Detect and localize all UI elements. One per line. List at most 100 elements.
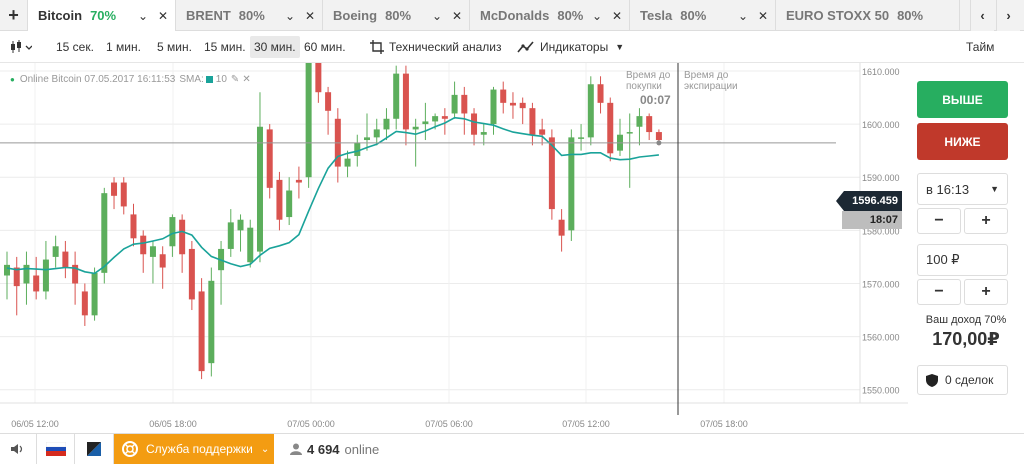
amount-plus-button[interactable]: + — [964, 279, 1008, 305]
indicators-button[interactable]: Индикаторы ▼ — [517, 31, 624, 63]
candle-body — [13, 267, 20, 287]
close-icon[interactable]: ✕ — [242, 74, 251, 85]
add-tab-button[interactable]: + — [0, 0, 28, 31]
candle-body — [33, 275, 40, 292]
chart-mode-label: Тайм — [966, 40, 995, 54]
chart-type-button[interactable] — [10, 31, 32, 63]
timeframe-option[interactable]: 5 мин. — [157, 40, 192, 54]
shield-icon — [926, 373, 938, 387]
tab-percent: 70% — [90, 8, 117, 23]
chevron-down-icon[interactable]: ⌄ — [738, 9, 749, 23]
technical-analysis-button[interactable]: Технический анализ — [370, 31, 502, 63]
candle-body — [52, 246, 59, 257]
tab-percent: 80% — [897, 8, 924, 23]
x-tick-label: 06/05 18:00 — [149, 419, 197, 429]
candle-body — [325, 92, 332, 111]
y-tick-label: 1600.000 — [862, 120, 900, 130]
tab-boeing[interactable]: Boeing 80% ⌄ ✕ — [323, 0, 470, 31]
language-button[interactable] — [37, 434, 75, 464]
timeframe-option[interactable]: 60 мин. — [304, 40, 346, 54]
deals-button[interactable]: 0 сделок — [917, 365, 1008, 395]
candle-body — [198, 291, 205, 372]
candle-body — [636, 116, 643, 127]
chevron-down-icon[interactable]: ⌄ — [138, 9, 149, 23]
close-icon[interactable]: ✕ — [158, 9, 169, 23]
candle-body — [607, 102, 614, 154]
chart-mode-button[interactable]: Тайм — [966, 31, 994, 63]
tabs-next-button[interactable]: › — [996, 0, 1020, 31]
candle-body — [626, 132, 633, 134]
y-tick-label: 1610.000 — [862, 67, 900, 77]
y-tick-label: 1560.000 — [862, 333, 900, 343]
amount-input[interactable]: 100 ₽ — [917, 244, 1008, 276]
tab-name: Boeing — [333, 8, 378, 23]
timeframe-option[interactable]: 15 сек. — [56, 40, 94, 54]
chart-canvas[interactable]: 1610.000 1600.000 1590.000 1580.000 1570.000… — [0, 33, 908, 433]
x-tick-label: 06/05 12:00 — [11, 419, 59, 429]
timeframe-option[interactable]: 1 мин. — [106, 40, 141, 54]
chevron-down-icon[interactable]: ⌄ — [592, 9, 603, 23]
candle-body — [529, 108, 536, 135]
sma-color-swatch — [205, 76, 213, 83]
indicators-icon — [517, 41, 534, 53]
speaker-icon — [11, 444, 23, 454]
tab-name: BRENT — [186, 8, 231, 23]
purchase-timer-value: 00:07 — [640, 93, 671, 107]
candle-body — [169, 217, 176, 247]
y-tick-label: 1570.000 — [862, 279, 900, 289]
candle-body — [62, 251, 69, 268]
candle-body — [402, 73, 409, 130]
tab-name: EURO STOXX 50 — [786, 8, 890, 23]
sound-button[interactable] — [0, 434, 37, 464]
call-up-button[interactable]: ВЫШЕ — [917, 81, 1008, 118]
support-button[interactable]: Служба поддержки ⌄ — [114, 434, 274, 464]
candle-body — [23, 264, 30, 284]
close-icon[interactable]: ✕ — [452, 9, 463, 23]
candle-body — [422, 121, 429, 125]
tab-tesla[interactable]: Tesla 80% ⌄ ✕ — [630, 0, 776, 31]
sma-line — [6, 116, 659, 275]
tab-bitcoin[interactable]: Bitcoin 70% ⌄ ✕ — [28, 0, 176, 31]
chevron-down-icon[interactable]: ⌄ — [285, 9, 296, 23]
amount-minus-button[interactable]: − — [917, 279, 961, 305]
time-minus-button[interactable]: − — [917, 208, 961, 234]
candle-body — [393, 73, 400, 119]
candle-body — [247, 227, 254, 263]
timeframe-option[interactable]: 15 мин. — [204, 40, 246, 54]
tabs-prev-button[interactable]: ‹ — [970, 0, 994, 31]
tab-brent[interactable]: BRENT 80% ⌄ ✕ — [176, 0, 323, 31]
chevron-right-icon: › — [1006, 8, 1011, 23]
x-tick-label: 07/05 18:00 — [700, 419, 748, 429]
tab-name: Bitcoin — [38, 8, 83, 23]
pencil-icon[interactable]: ✎ — [230, 74, 240, 85]
candle-body — [646, 116, 653, 133]
candle-body — [159, 254, 166, 268]
tab-name: Tesla — [640, 8, 673, 23]
candle-body — [149, 246, 156, 257]
timeframe-option[interactable]: 30 мин. — [250, 36, 300, 58]
close-icon[interactable]: ✕ — [758, 9, 769, 23]
candle-body — [490, 89, 497, 125]
put-down-button[interactable]: НИЖЕ — [917, 123, 1008, 160]
chevron-down-icon[interactable]: ⌄ — [432, 9, 443, 23]
online-label: Online Bitcoin 07.05.2017 16:11:53 — [19, 74, 176, 85]
theme-button[interactable] — [75, 434, 114, 464]
y-tick-label: 1580.000 — [862, 226, 900, 236]
caret-down-icon: ▼ — [990, 184, 999, 194]
online-dot-icon: ● — [10, 75, 15, 84]
price-chart[interactable]: 1610.000 1600.000 1590.000 1580.000 1570.000… — [0, 33, 908, 433]
close-icon[interactable]: ✕ — [305, 9, 316, 23]
candle-body — [266, 129, 273, 188]
candle-body — [42, 259, 49, 292]
tab-mcdonalds[interactable]: McDonalds 80% ⌄ ✕ — [470, 0, 630, 31]
tab-euro-stoxx-50[interactable]: EURO STOXX 50 80% — [776, 0, 960, 31]
online-label: online — [344, 441, 380, 457]
expiry-time-select[interactable]: в 16:13 ▼ — [917, 173, 1008, 205]
close-icon[interactable]: ✕ — [612, 9, 623, 23]
candle-body — [120, 182, 127, 207]
candlestick-chart-icon — [11, 40, 32, 53]
russian-flag-icon — [45, 442, 66, 456]
time-plus-button[interactable]: + — [964, 208, 1008, 234]
candle-body — [655, 132, 662, 141]
y-tick-label: 1590.000 — [862, 173, 900, 183]
